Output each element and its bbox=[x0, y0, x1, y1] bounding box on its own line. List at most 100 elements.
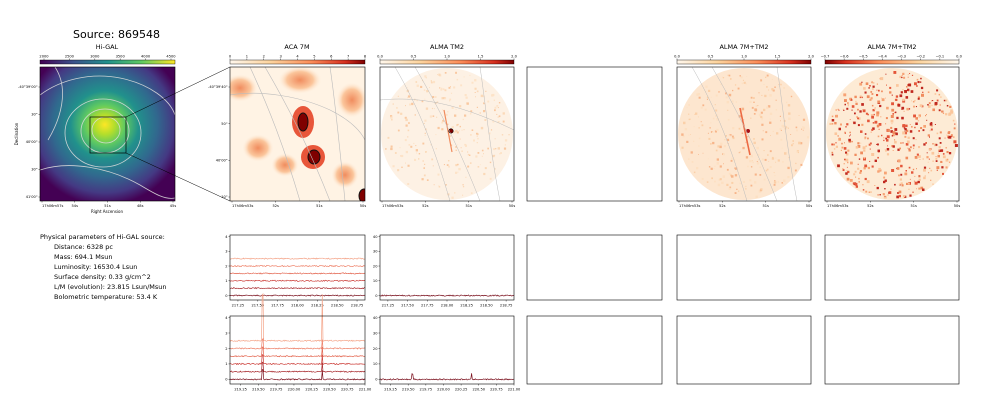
noise-pixel bbox=[477, 137, 479, 140]
colorbar-tick-label: 1.5 bbox=[775, 55, 781, 59]
noise-pixel bbox=[798, 141, 801, 145]
noise-pixel bbox=[900, 142, 902, 144]
noise-pixel bbox=[796, 129, 798, 132]
noise-pixel bbox=[904, 132, 907, 135]
noise-pixel bbox=[892, 131, 896, 134]
noise-pixel bbox=[464, 144, 466, 146]
noise-pixel bbox=[902, 89, 904, 91]
x-tick-label: 217.25 bbox=[232, 304, 245, 308]
y-tick-label: 30 bbox=[373, 331, 378, 335]
spectrum-line bbox=[229, 257, 366, 260]
noise-pixel bbox=[899, 147, 901, 150]
noise-pixel bbox=[934, 102, 938, 105]
noise-pixel bbox=[745, 156, 749, 159]
higal-colorbar-ticks: 2000 2500 3000 3500 4000 4500 bbox=[39, 55, 176, 60]
noise-pixel bbox=[773, 181, 777, 184]
noise-pixel bbox=[408, 122, 410, 124]
x-tick-label: 220.00 bbox=[437, 388, 450, 392]
noise-pixel bbox=[414, 114, 416, 116]
noise-pixel bbox=[754, 108, 757, 111]
x-tick-label: 52s bbox=[719, 204, 726, 208]
noise-pixel bbox=[872, 88, 874, 90]
noise-pixel bbox=[755, 105, 758, 107]
noise-pixel bbox=[424, 98, 426, 100]
noise-pixel bbox=[408, 144, 411, 146]
noise-pixel bbox=[947, 137, 949, 139]
noise-pixel bbox=[938, 93, 941, 96]
noise-pixel bbox=[834, 122, 837, 125]
noise-pixel bbox=[749, 179, 752, 182]
noise-pixel bbox=[744, 186, 746, 188]
noise-pixel bbox=[438, 73, 441, 76]
spectrum-frame bbox=[229, 234, 366, 301]
noise-pixel bbox=[474, 92, 476, 93]
noise-pixel bbox=[445, 113, 448, 116]
noise-pixel bbox=[781, 147, 783, 149]
aca-title: ACA 7M bbox=[284, 43, 309, 51]
colorbar-tick-label: 4500 bbox=[166, 55, 176, 59]
noise-pixel bbox=[923, 166, 927, 169]
noise-pixel bbox=[401, 154, 404, 158]
colorbar-tick-label: 0.5 bbox=[411, 55, 417, 59]
x-tick-label: 50s bbox=[360, 204, 367, 208]
noise-pixel bbox=[896, 195, 899, 199]
noise-pixel bbox=[886, 84, 887, 86]
noise-pixel bbox=[917, 180, 920, 184]
noise-pixel bbox=[859, 82, 863, 86]
noise-pixel bbox=[844, 131, 846, 133]
higal-title: Hi-GAL bbox=[96, 43, 119, 51]
noise-pixel bbox=[918, 187, 921, 190]
noise-pixel bbox=[688, 118, 690, 121]
noise-pixel bbox=[844, 142, 845, 144]
noise-pixel bbox=[945, 147, 947, 149]
noise-pixel bbox=[838, 138, 841, 141]
noise-pixel bbox=[494, 168, 496, 170]
noise-pixel bbox=[874, 185, 876, 186]
noise-pixel bbox=[498, 115, 501, 118]
noise-pixel bbox=[766, 86, 768, 88]
noise-pixel bbox=[467, 165, 470, 168]
noise-pixel bbox=[734, 192, 737, 194]
noise-pixel bbox=[769, 94, 772, 97]
noise-pixel bbox=[938, 146, 941, 149]
colorbar-tick-label: 3 bbox=[279, 55, 281, 59]
parameter-line: Luminosity: 16530.4 Lsun bbox=[54, 263, 137, 271]
noise-pixel bbox=[407, 164, 410, 167]
noise-pixel bbox=[879, 104, 882, 108]
noise-pixel bbox=[844, 132, 846, 134]
noise-pixel bbox=[476, 142, 478, 144]
noise-pixel bbox=[874, 120, 878, 124]
parameter-line: Distance: 6328 pc bbox=[54, 243, 113, 251]
noise-pixel bbox=[474, 87, 477, 90]
noise-pixel bbox=[438, 186, 441, 188]
noise-pixel bbox=[470, 110, 473, 113]
noise-pixel bbox=[719, 165, 722, 168]
noise-pixel bbox=[453, 86, 456, 89]
noise-pixel bbox=[904, 128, 907, 131]
aca-emission bbox=[230, 67, 365, 201]
noise-pixel bbox=[455, 109, 457, 110]
noise-pixel bbox=[763, 108, 766, 112]
noise-pixel bbox=[741, 110, 744, 113]
higal-zoom-box bbox=[89, 116, 127, 154]
noise-pixel bbox=[930, 128, 933, 131]
noise-pixel bbox=[902, 124, 906, 127]
noise-pixel bbox=[938, 149, 940, 151]
noise-pixel bbox=[835, 109, 837, 111]
noise-pixel bbox=[440, 88, 443, 91]
colorbar-tick-label: 0 bbox=[229, 55, 232, 59]
zoom-connector-top bbox=[125, 66, 231, 118]
noise-pixel bbox=[769, 121, 772, 124]
noise-pixel bbox=[466, 102, 469, 105]
spectrum-frame bbox=[229, 315, 366, 385]
noise-pixel bbox=[936, 132, 939, 135]
noise-pixel bbox=[932, 183, 934, 185]
noise-pixel bbox=[394, 152, 397, 154]
noise-pixel bbox=[490, 129, 493, 131]
noise-pixel bbox=[899, 94, 903, 98]
noise-pixel bbox=[698, 145, 700, 147]
noise-pixel bbox=[445, 184, 447, 186]
noise-pixel bbox=[931, 100, 932, 102]
noise-pixel bbox=[435, 134, 437, 136]
y-tick-label: 40'00" bbox=[216, 159, 228, 163]
